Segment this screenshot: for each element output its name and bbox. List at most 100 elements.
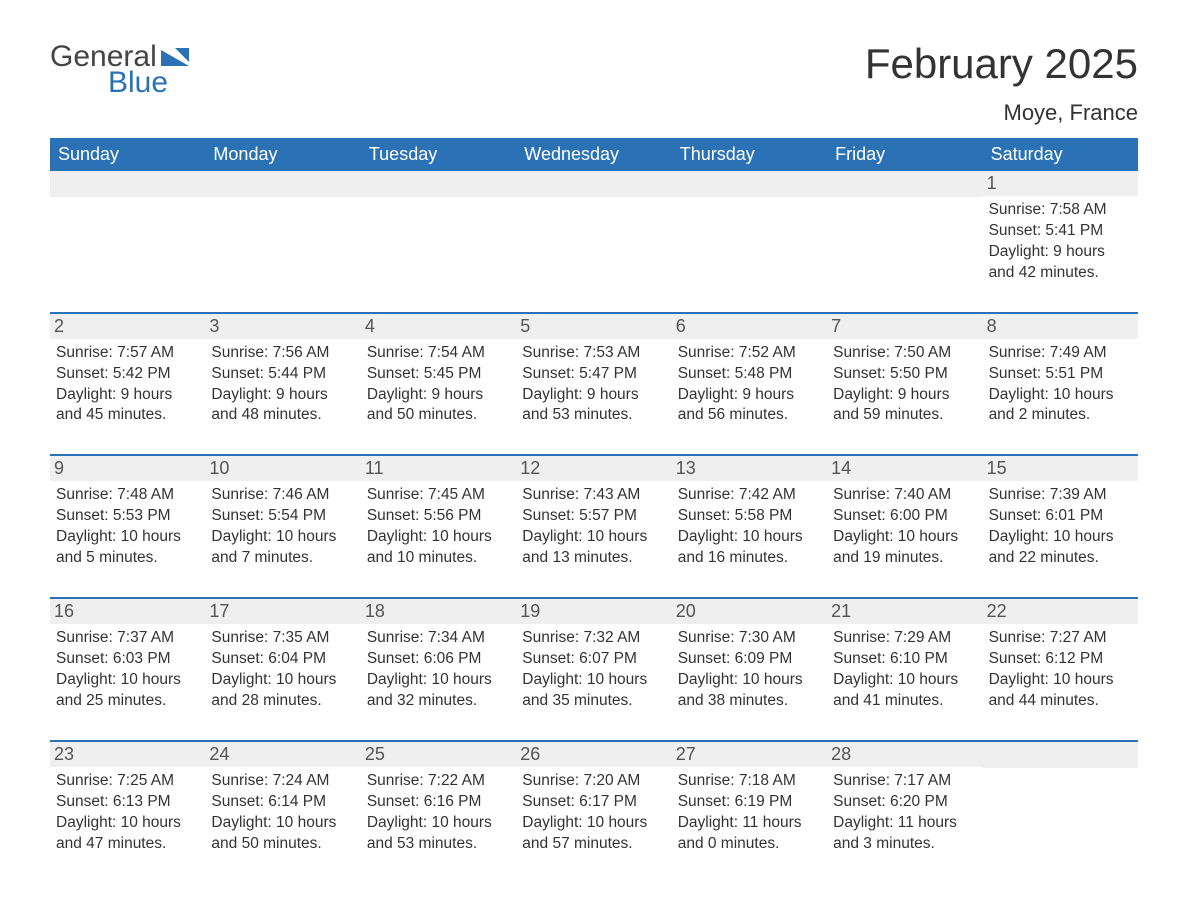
day-cell: 11 Sunrise: 7:45 AMSunset: 5:56 PMDayligh… [361,456,516,575]
daylight-line: Daylight: 10 hours and 38 minutes. [678,670,821,712]
sunrise-line: Sunrise: 7:34 AM [367,628,510,649]
sunset-line: Sunset: 5:48 PM [678,364,821,385]
day-number: 14 [827,456,982,481]
day-number: 3 [205,314,360,339]
calendar: SundayMondayTuesdayWednesdayThursdayFrid… [50,138,1138,860]
day-cell: 6 Sunrise: 7:52 AMSunset: 5:48 PMDaylight… [672,314,827,433]
day-number: 1 [983,171,1138,196]
sunrise-line: Sunrise: 7:50 AM [833,343,976,364]
day-number: 7 [827,314,982,339]
day-number: 16 [50,599,205,624]
sunrise-line: Sunrise: 7:46 AM [211,485,354,506]
day-body: Sunrise: 7:52 AMSunset: 5:48 PMDaylight:… [678,343,821,427]
logo-word2: Blue [108,66,168,100]
day-cell: 9Sunrise: 7:48 AMSunset: 5:53 PMDaylight… [50,456,205,575]
daylight-line: Daylight: 9 hours and 45 minutes. [56,385,199,427]
sunrise-line: Sunrise: 7:39 AM [989,485,1132,506]
daylight-line: Daylight: 10 hours and 41 minutes. [833,670,976,712]
sunset-line: Sunset: 6:16 PM [367,792,510,813]
day-body: Sunrise: 7:50 AMSunset: 5:50 PMDaylight:… [833,343,976,427]
day-body: Sunrise: 7:39 AMSunset: 6:01 PMDaylight:… [989,485,1132,569]
day-cell: 1Sunrise: 7:58 AMSunset: 5:41 PMDaylight… [983,171,1138,290]
day-cell: 18Sunrise: 7:34 AMSunset: 6:06 PMDayligh… [361,599,516,718]
daylight-line: Daylight: 10 hours and 50 minutes. [211,813,354,855]
day-number: 10 [205,456,360,481]
day-body: Sunrise: 7:20 AMSunset: 6:17 PMDaylight:… [522,771,665,855]
day-cell: 8 Sunrise: 7:49 AMSunset: 5:51 PMDaylight… [983,314,1138,433]
weekday-cell: Friday [827,138,982,171]
day-cell: 27Sunrise: 7:18 AMSunset: 6:19 PMDayligh… [672,742,827,861]
daylight-line: Daylight: 10 hours and 44 minutes. [989,670,1132,712]
day-number: 12 [516,456,671,481]
sunset-line: Sunset: 5:45 PM [367,364,510,385]
day-cell: 7 Sunrise: 7:50 AMSunset: 5:50 PMDaylight… [827,314,982,433]
weekday-cell: Wednesday [516,138,671,171]
day-number [672,171,827,197]
sunset-line: Sunset: 6:14 PM [211,792,354,813]
sunrise-line: Sunrise: 7:37 AM [56,628,199,649]
day-number: 19 [516,599,671,624]
sunrise-line: Sunrise: 7:43 AM [522,485,665,506]
day-body: Sunrise: 7:27 AMSunset: 6:12 PMDaylight:… [989,628,1132,712]
day-body: Sunrise: 7:57 AMSunset: 5:42 PMDaylight:… [56,343,199,427]
sunrise-line: Sunrise: 7:45 AM [367,485,510,506]
sunrise-line: Sunrise: 7:22 AM [367,771,510,792]
logo: General Blue [50,40,195,100]
sunrise-line: Sunrise: 7:54 AM [367,343,510,364]
daylight-line: Daylight: 10 hours and 47 minutes. [56,813,199,855]
month-title: February 2025 [865,40,1138,88]
day-body: Sunrise: 7:29 AMSunset: 6:10 PMDaylight:… [833,628,976,712]
sunset-line: Sunset: 6:07 PM [522,649,665,670]
day-body: Sunrise: 7:54 AMSunset: 5:45 PMDaylight:… [367,343,510,427]
day-number: 20 [672,599,827,624]
day-cell: 3Sunrise: 7:56 AMSunset: 5:44 PMDaylight… [205,314,360,433]
day-number: 22 [983,599,1138,624]
day-cell: 13Sunrise: 7:42 AMSunset: 5:58 PMDayligh… [672,456,827,575]
daylight-line: Daylight: 9 hours and 59 minutes. [833,385,976,427]
sunrise-line: Sunrise: 7:30 AM [678,628,821,649]
daylight-line: Daylight: 9 hours and 48 minutes. [211,385,354,427]
day-body: Sunrise: 7:30 AMSunset: 6:09 PMDaylight:… [678,628,821,712]
sunrise-line: Sunrise: 7:48 AM [56,485,199,506]
sunset-line: Sunset: 5:57 PM [522,506,665,527]
daylight-line: Daylight: 10 hours and 32 minutes. [367,670,510,712]
daylight-line: Daylight: 10 hours and 25 minutes. [56,670,199,712]
day-cell: 19Sunrise: 7:32 AMSunset: 6:07 PMDayligh… [516,599,671,718]
week-row: 16Sunrise: 7:37 AMSunset: 6:03 PMDayligh… [50,597,1138,718]
weeks-container: 1Sunrise: 7:58 AMSunset: 5:41 PMDaylight… [50,171,1138,860]
sunset-line: Sunset: 6:13 PM [56,792,199,813]
day-number [983,742,1138,768]
day-number: 6 [672,314,827,339]
day-number: 2 [50,314,205,339]
daylight-line: Daylight: 10 hours and 53 minutes. [367,813,510,855]
weekday-header-row: SundayMondayTuesdayWednesdayThursdayFrid… [50,138,1138,171]
sunset-line: Sunset: 5:54 PM [211,506,354,527]
day-cell: 5Sunrise: 7:53 AMSunset: 5:47 PMDaylight… [516,314,671,433]
day-body: Sunrise: 7:49 AMSunset: 5:51 PMDaylight:… [989,343,1132,427]
sunset-line: Sunset: 5:47 PM [522,364,665,385]
day-number: 8 [983,314,1138,339]
weekday-cell: Thursday [672,138,827,171]
day-body: Sunrise: 7:17 AMSunset: 6:20 PMDaylight:… [833,771,976,855]
sunset-line: Sunset: 6:00 PM [833,506,976,527]
sunrise-line: Sunrise: 7:35 AM [211,628,354,649]
day-cell: 28Sunrise: 7:17 AMSunset: 6:20 PMDayligh… [827,742,982,861]
sunrise-line: Sunrise: 7:58 AM [989,200,1132,221]
day-number: 24 [205,742,360,767]
day-cell [361,171,516,290]
day-body: Sunrise: 7:34 AMSunset: 6:06 PMDaylight:… [367,628,510,712]
sunrise-line: Sunrise: 7:20 AM [522,771,665,792]
day-cell: 22 Sunrise: 7:27 AMSunset: 6:12 PMDayligh… [983,599,1138,718]
day-cell [50,171,205,290]
day-number: 17 [205,599,360,624]
day-body: Sunrise: 7:45 AMSunset: 5:56 PMDaylight:… [367,485,510,569]
day-number: 11 [361,456,516,481]
day-body: Sunrise: 7:46 AMSunset: 5:54 PMDaylight:… [211,485,354,569]
sunrise-line: Sunrise: 7:25 AM [56,771,199,792]
day-number: 5 [516,314,671,339]
sunset-line: Sunset: 6:06 PM [367,649,510,670]
day-cell: 2 Sunrise: 7:57 AMSunset: 5:42 PMDaylight… [50,314,205,433]
day-cell [516,171,671,290]
daylight-line: Daylight: 10 hours and 13 minutes. [522,527,665,569]
day-body: Sunrise: 7:42 AMSunset: 5:58 PMDaylight:… [678,485,821,569]
